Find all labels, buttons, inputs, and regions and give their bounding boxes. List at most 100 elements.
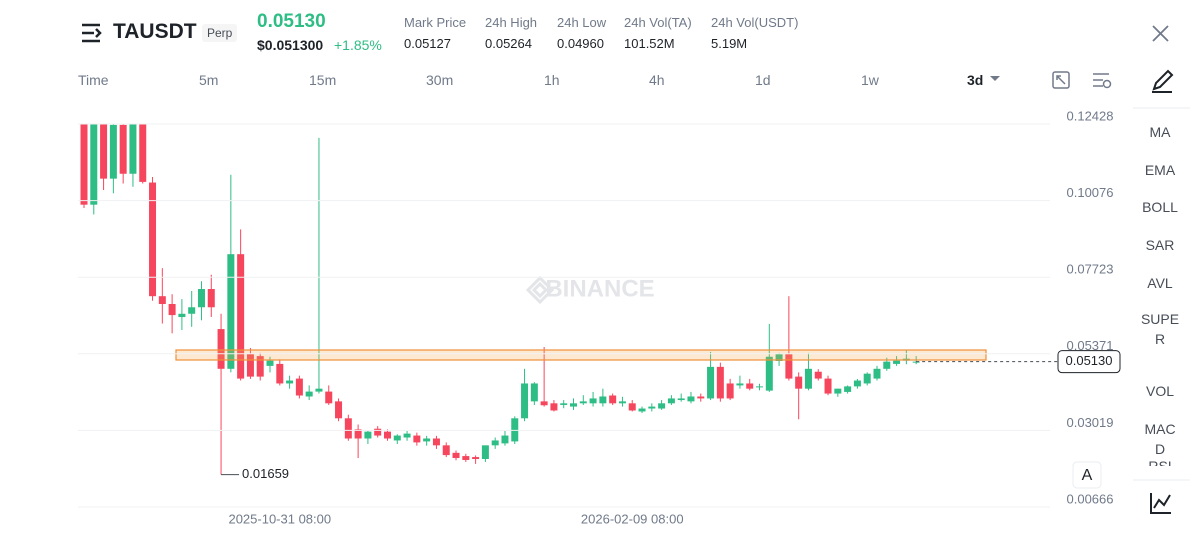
candle-body xyxy=(785,354,793,379)
candle-body xyxy=(295,378,303,396)
candle-body xyxy=(246,354,254,377)
candle-body xyxy=(853,380,861,387)
candle-body xyxy=(804,368,812,389)
candle-body xyxy=(256,356,264,377)
stat-label: Mark Price xyxy=(404,15,467,30)
indicator[interactable]: RSI xyxy=(1148,458,1172,466)
interval[interactable]: 1d xyxy=(755,72,771,88)
interval[interactable]: 1w xyxy=(861,72,879,88)
candle-body xyxy=(530,383,538,402)
x-tick-label: 2025-10-31 08:00 xyxy=(228,511,331,526)
y-tick-label: 0.05371 xyxy=(1067,338,1114,353)
candle-body xyxy=(677,398,685,401)
candle-body xyxy=(599,396,607,404)
interval[interactable]: 3d xyxy=(967,72,984,88)
candle-body xyxy=(393,435,401,441)
candle-body xyxy=(844,386,852,392)
menu-icon[interactable] xyxy=(82,23,102,43)
candle-body xyxy=(90,124,98,205)
indicator[interactable]: BOLL xyxy=(1142,199,1178,215)
candle-body xyxy=(795,376,803,389)
candle-body xyxy=(756,386,764,388)
change: +1.85% xyxy=(334,37,382,53)
candle-body xyxy=(119,124,127,174)
indicator[interactable]: EMA xyxy=(1144,162,1176,178)
indicator[interactable]: SAR xyxy=(1145,237,1175,253)
candle-body xyxy=(452,452,460,459)
candle-body xyxy=(423,438,431,442)
candle-body xyxy=(667,398,675,404)
stat-value: 5.19M xyxy=(711,36,748,51)
candle-body xyxy=(746,383,754,389)
candle-body xyxy=(648,406,656,409)
candle-body xyxy=(432,438,440,446)
indicator[interactable]: MACD xyxy=(1144,421,1176,457)
candle-body xyxy=(863,373,871,384)
symbol: TAUSDT xyxy=(113,20,197,43)
settings-icon[interactable] xyxy=(1093,73,1112,89)
interval[interactable]: 15m xyxy=(309,72,337,88)
chart-type-icon[interactable] xyxy=(1150,493,1171,514)
candle-body xyxy=(344,418,352,439)
watermark-logo xyxy=(525,275,555,305)
interval[interactable]: 4h xyxy=(649,72,665,88)
candle-body xyxy=(178,313,186,318)
stat-label: 24h Low xyxy=(557,15,607,30)
candle-body xyxy=(364,431,372,439)
candle-body xyxy=(227,254,235,369)
candle-body xyxy=(775,354,783,361)
interval[interactable]: 30m xyxy=(426,72,454,88)
interval[interactable]: 5m xyxy=(199,72,219,88)
candle-body xyxy=(579,401,587,404)
badge: Perp xyxy=(202,24,238,42)
stat-value: 0.05127 xyxy=(404,36,451,51)
candles xyxy=(80,124,920,475)
candle-body xyxy=(521,383,529,419)
stat-label: 24h High xyxy=(485,15,538,30)
candle-body xyxy=(550,403,558,411)
candle-body xyxy=(168,304,176,316)
low-label: 0.01659 xyxy=(242,466,289,481)
candle-body xyxy=(442,445,450,456)
candle-body xyxy=(286,380,294,384)
candle-body xyxy=(188,307,196,314)
candle-body xyxy=(237,254,245,379)
indicator[interactable]: MA xyxy=(1149,124,1171,140)
corner-button-bg[interactable] xyxy=(1072,461,1102,489)
indicator[interactable]: AVL xyxy=(1147,275,1173,291)
candle-body xyxy=(540,401,548,406)
candle-body xyxy=(687,396,695,402)
candle-body xyxy=(883,361,891,369)
candle-body xyxy=(109,124,117,179)
close-icon[interactable] xyxy=(1152,25,1169,42)
candle-body xyxy=(707,366,715,399)
corner-button[interactable]: A xyxy=(1082,467,1093,484)
candle-body xyxy=(207,289,215,308)
candle-body xyxy=(217,329,225,369)
stat-value: 0.04960 xyxy=(557,36,604,51)
candle-body xyxy=(129,124,137,174)
candle-body xyxy=(560,403,568,405)
candle-body xyxy=(413,435,421,443)
y-tick-label: 0.10076 xyxy=(1067,185,1114,200)
candle-body xyxy=(276,363,284,384)
candle-body xyxy=(403,433,411,438)
last-price: 0.05130 xyxy=(257,11,326,32)
indicator[interactable]: VOL xyxy=(1145,383,1174,399)
interval[interactable]: 1h xyxy=(544,72,560,88)
stat-label: 24h Vol(TA) xyxy=(624,15,692,30)
candle-body xyxy=(80,124,88,205)
candle-body xyxy=(374,428,382,436)
interval-caret xyxy=(990,76,1000,81)
candle-body xyxy=(315,388,323,392)
fullscreen-icon[interactable] xyxy=(1052,71,1070,89)
price-label: 0.05130 xyxy=(1066,353,1113,368)
candle-body xyxy=(325,391,333,404)
indicator[interactable]: SUPER xyxy=(1140,311,1180,347)
draw-icon[interactable] xyxy=(1152,69,1174,93)
candle-body xyxy=(814,371,822,379)
candle-body xyxy=(481,445,489,460)
candle-body xyxy=(570,403,577,407)
x-tick-label: 2026-02-09 08:00 xyxy=(581,511,684,526)
candle-body xyxy=(873,368,881,379)
